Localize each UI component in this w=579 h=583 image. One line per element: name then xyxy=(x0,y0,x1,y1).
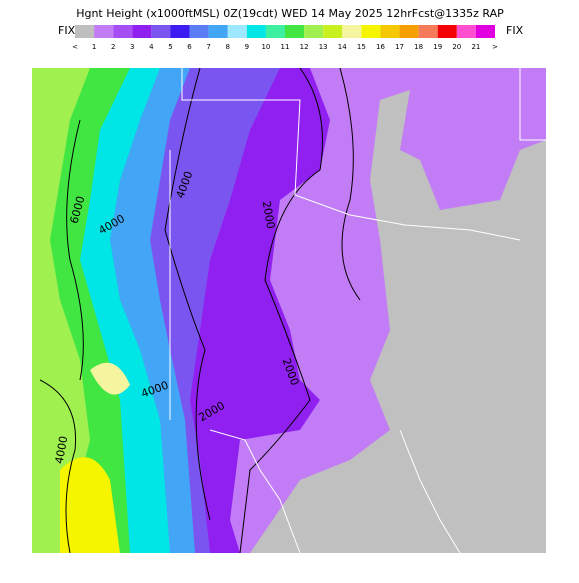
contour-label: 2000 xyxy=(260,200,278,230)
contour-label: 4000 xyxy=(53,435,71,465)
color-label: 18 xyxy=(414,43,423,51)
color-label: 8 xyxy=(225,43,229,51)
fix-right: FIX xyxy=(506,24,524,37)
color-label: 9 xyxy=(245,43,249,51)
color-box xyxy=(75,25,95,38)
color-box xyxy=(170,25,190,38)
color-box xyxy=(342,25,362,38)
title: Hgnt Height (x1000ftMSL) 0Z(19cdt) WED 1… xyxy=(76,7,504,20)
color-box xyxy=(418,25,438,38)
color-label: 6 xyxy=(187,43,192,51)
color-label: 10 xyxy=(261,43,270,51)
yellow-patch xyxy=(60,457,120,553)
map: 6000 4000 4000 2000 2000 4000 2000 4000 xyxy=(32,68,546,553)
color-label: 5 xyxy=(168,43,172,51)
color-box xyxy=(285,25,305,38)
color-label: 13 xyxy=(319,43,328,51)
color-box xyxy=(437,25,457,38)
color-label: 7 xyxy=(206,43,210,51)
color-label: 14 xyxy=(338,43,347,51)
color-label: 15 xyxy=(357,43,366,51)
color-label: 4 xyxy=(149,43,154,51)
color-label: 17 xyxy=(395,43,404,51)
color-box xyxy=(94,25,114,38)
color-label: < xyxy=(72,43,78,51)
color-label: 2 xyxy=(111,43,115,51)
color-box xyxy=(456,25,476,38)
color-label: 1 xyxy=(92,43,96,51)
color-label: 3 xyxy=(130,43,134,51)
color-box xyxy=(304,25,324,38)
color-label: 16 xyxy=(376,43,385,51)
color-box xyxy=(475,25,495,38)
color-box xyxy=(208,25,228,38)
color-box xyxy=(113,25,133,38)
color-box xyxy=(227,25,247,38)
color-label: > xyxy=(492,43,498,51)
color-label: 21 xyxy=(471,43,480,51)
color-box xyxy=(323,25,343,38)
pale-yellow-patch xyxy=(90,362,130,395)
color-box xyxy=(246,25,266,38)
color-box xyxy=(399,25,419,38)
fix-left: FIX xyxy=(58,24,76,37)
color-label: 12 xyxy=(300,43,309,51)
color-label: 20 xyxy=(452,43,461,51)
color-box xyxy=(265,25,285,38)
color-box xyxy=(151,25,171,38)
color-bar: <1 2 3 4 5 6 7 8 9 10 11 12 13 14 15 16 17 18 19 20 21 > xyxy=(72,25,498,51)
color-box xyxy=(361,25,381,38)
color-label: 19 xyxy=(433,43,442,51)
color-label: 11 xyxy=(281,43,290,51)
color-box xyxy=(189,25,209,38)
color-box xyxy=(132,25,152,38)
color-box xyxy=(380,25,400,38)
